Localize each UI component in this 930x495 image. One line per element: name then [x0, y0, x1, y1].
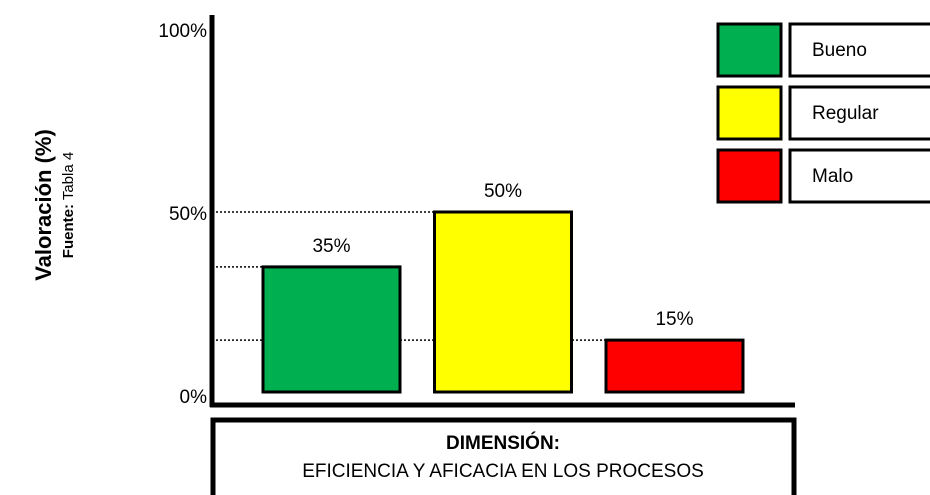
source-label: Fuente: — [60, 204, 77, 258]
value-label: 50% — [484, 181, 522, 202]
source: Tabla 4 — [60, 152, 77, 200]
bar — [604, 338, 745, 394]
legend-box — [788, 148, 930, 204]
legend-swatch — [716, 148, 783, 204]
y-tick-label: 100% — [158, 21, 207, 42]
x-axis-label: DIMENSIÓN: — [446, 432, 560, 454]
source-note: Fuente: Tabla 4 — [60, 152, 77, 258]
legend-box — [788, 22, 930, 78]
legend-box — [788, 85, 930, 141]
bar — [433, 210, 573, 394]
legend-swatch — [716, 85, 783, 141]
x-label-box — [210, 417, 797, 495]
y-axis-label: Valoración (%) — [31, 129, 56, 281]
legend-label: Malo — [812, 166, 853, 187]
value-label: 15% — [655, 309, 693, 330]
value-label: 35% — [312, 236, 350, 257]
x-axis-sublabel: EFICIENCIA Y AFICACIA EN LOS PROCESOS — [302, 461, 704, 482]
legend-label: Regular — [812, 103, 879, 124]
legend-swatch — [716, 22, 783, 78]
y-tick-label: 50% — [169, 204, 207, 225]
bar — [261, 265, 402, 394]
legend-label: Bueno — [812, 40, 867, 61]
y-tick-label: 0% — [180, 387, 208, 408]
